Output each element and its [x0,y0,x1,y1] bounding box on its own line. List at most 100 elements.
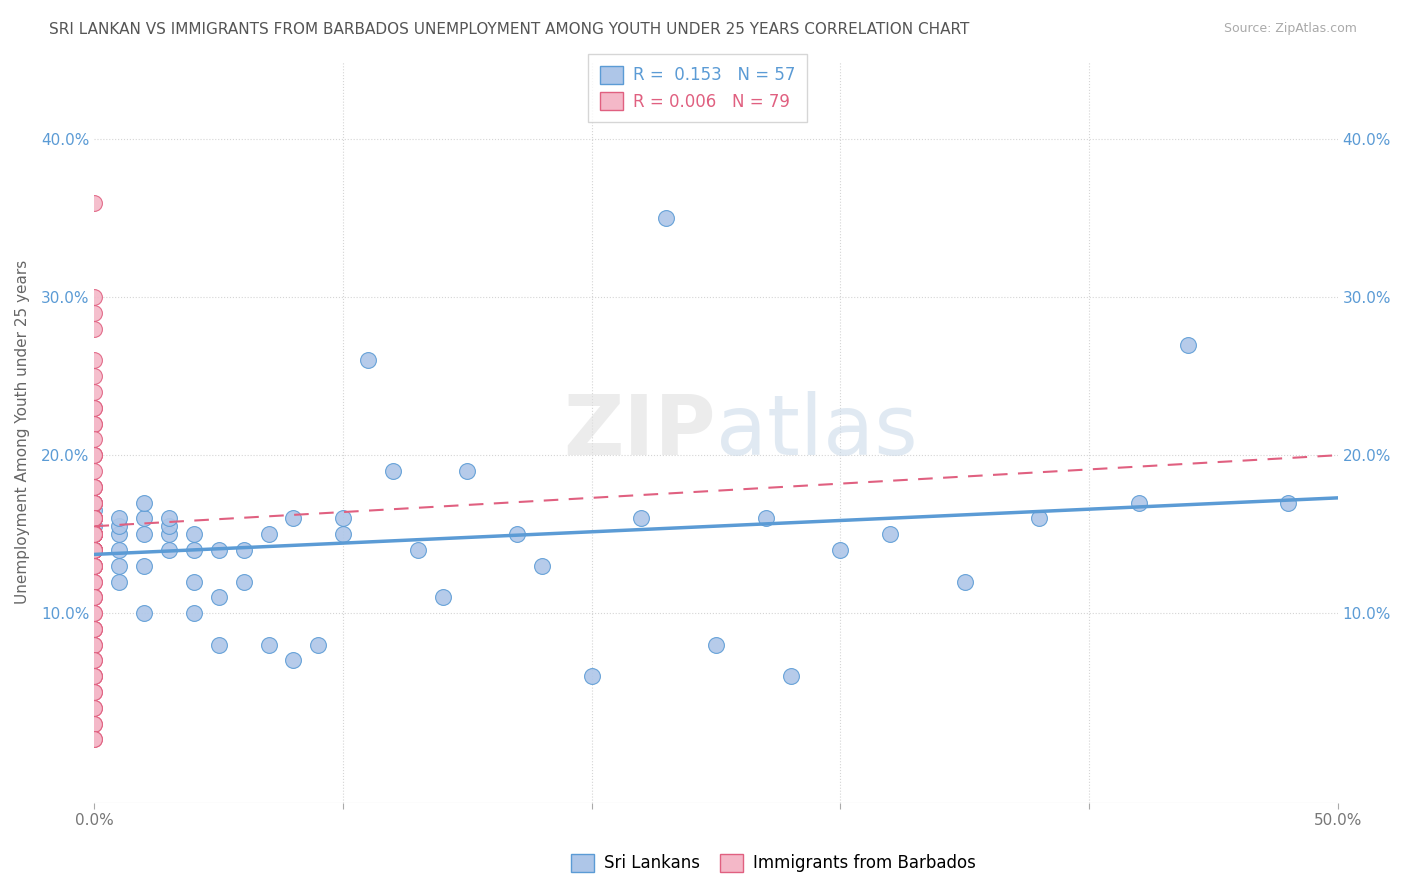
Y-axis label: Unemployment Among Youth under 25 years: Unemployment Among Youth under 25 years [15,260,30,604]
Point [83,401,105,415]
Point [779,669,801,683]
Point [332,527,354,541]
Point [83,591,105,605]
Point [83,558,105,573]
Point [83,527,105,541]
Point [83,558,105,573]
Point [83,503,105,517]
Point [83,685,105,699]
Point [83,669,105,683]
Point [83,622,105,636]
Point [83,653,105,667]
Point [83,385,105,400]
Point [530,558,553,573]
Point [83,527,105,541]
Point [432,591,454,605]
Point [83,685,105,699]
Point [83,464,105,478]
Point [134,527,156,541]
Point [183,527,205,541]
Point [83,558,105,573]
Point [83,543,105,558]
Point [83,543,105,558]
Point [83,543,105,558]
Point [83,527,105,541]
Point [83,433,105,447]
Point [83,511,105,525]
Point [83,653,105,667]
Point [83,511,105,525]
Point [83,511,105,525]
Point [134,558,156,573]
Point [83,591,105,605]
Point [134,495,156,509]
Point [83,322,105,336]
Point [879,527,901,541]
Point [257,527,280,541]
Point [83,622,105,636]
Point [83,369,105,384]
Point [157,519,180,533]
Point [953,574,976,589]
Point [704,638,727,652]
Point [83,511,105,525]
Point [83,606,105,620]
Point [83,290,105,304]
Point [83,195,105,210]
Point [83,448,105,462]
Point [83,495,105,509]
Point [83,701,105,715]
Point [283,653,305,667]
Point [83,638,105,652]
Point [232,543,254,558]
Point [83,495,105,509]
Point [108,527,131,541]
Point [208,638,231,652]
Point [157,511,180,525]
Point [108,574,131,589]
Point [83,543,105,558]
Point [83,417,105,431]
Point [157,543,180,558]
Legend: Sri Lankans, Immigrants from Barbados: Sri Lankans, Immigrants from Barbados [564,847,983,879]
Point [83,527,105,541]
Point [755,511,778,525]
Point [83,511,105,525]
Point [83,669,105,683]
Point [83,480,105,494]
Point [108,511,131,525]
Point [83,638,105,652]
Point [83,558,105,573]
Point [630,511,652,525]
Point [283,511,305,525]
Point [357,353,380,368]
Point [83,543,105,558]
Point [83,591,105,605]
Point [1277,495,1299,509]
Point [83,732,105,747]
Text: SRI LANKAN VS IMMIGRANTS FROM BARBADOS UNEMPLOYMENT AMONG YOUTH UNDER 25 YEARS C: SRI LANKAN VS IMMIGRANTS FROM BARBADOS U… [49,22,970,37]
Point [83,527,105,541]
Point [183,606,205,620]
Point [83,495,105,509]
Point [83,527,105,541]
Point [83,519,105,533]
Point [83,527,105,541]
Point [108,543,131,558]
Point [456,464,478,478]
Point [381,464,404,478]
Point [83,669,105,683]
Point [83,417,105,431]
Point [83,732,105,747]
Point [208,591,231,605]
Point [183,574,205,589]
Point [506,527,529,541]
Point [307,638,329,652]
Point [83,701,105,715]
Point [108,558,131,573]
Point [83,543,105,558]
Point [1028,511,1050,525]
Point [83,448,105,462]
Point [1128,495,1150,509]
Point [134,606,156,620]
